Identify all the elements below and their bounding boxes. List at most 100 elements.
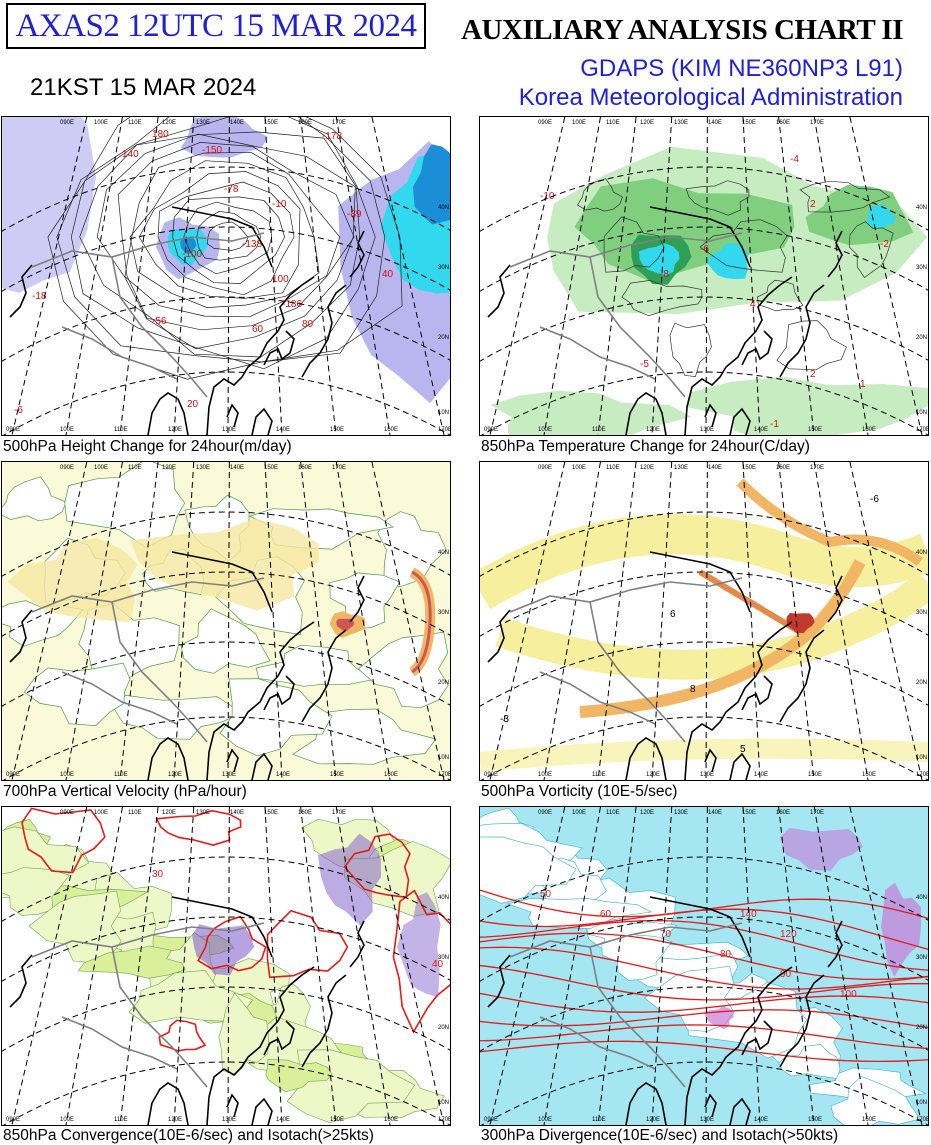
lon-line xyxy=(813,462,869,780)
lon-label-bottom: 150E xyxy=(330,1117,344,1123)
lon-label-bottom: 090E xyxy=(6,427,20,433)
coastline-path xyxy=(349,230,365,278)
lon-line xyxy=(371,117,445,435)
lon-label-bottom: 160E xyxy=(862,427,876,433)
coastline-path xyxy=(684,276,793,435)
height-contour xyxy=(157,181,295,296)
coastline-path xyxy=(251,407,273,435)
contour-labels: -18 -6 -56 -78 -138 -186 -150 -100 -178 -89 -10 20 4… xyxy=(14,129,394,416)
lon-line xyxy=(543,117,601,435)
map-p5: 30 40 40N 30N 20N 10N 090E 090E 100E 100E 110E 110E… xyxy=(2,807,450,1125)
contour-label: -10 xyxy=(272,199,287,210)
lon-label-bottom: 090E xyxy=(484,772,498,778)
lon-label-top: 110E xyxy=(606,465,620,471)
coastline-path xyxy=(779,284,825,378)
lon-label-top: 150E xyxy=(264,465,278,471)
lat-10n-line xyxy=(3,716,450,780)
coastline xyxy=(487,206,843,435)
lon-line xyxy=(849,117,923,435)
lon-line xyxy=(597,117,637,435)
contour-label: 2 xyxy=(810,199,816,210)
lon-label-bottom: 140E xyxy=(754,772,768,778)
lat-20n-line xyxy=(480,296,928,362)
coastline-path xyxy=(263,1020,295,1056)
lat-30n-line xyxy=(480,916,928,982)
temp-contour xyxy=(799,180,891,213)
lon-label-top: 170E xyxy=(332,810,346,816)
convergence-area xyxy=(830,1075,921,1125)
lon-line xyxy=(742,807,761,1125)
lon-label-top: 170E xyxy=(810,465,824,471)
lat-lon-grid: 40N 30N 20N 10N 090E 090E 100E 100E 110E 110E 120E… xyxy=(480,807,928,1125)
map-panel-300hpa-divergence: 50 60 70 80 90 100 120 140 40N 30N 20N 10N 090E 090E 1… xyxy=(479,806,929,1126)
contour-label: -1 xyxy=(770,419,779,430)
lat-30n-label: 30N xyxy=(438,610,449,616)
model-label: GDAPS (KIM NE360NP3 L91) xyxy=(580,55,903,82)
coastline-path xyxy=(625,737,667,780)
coastline-path xyxy=(301,629,347,723)
lat-lon-grid: 40N 30N 20N 10N 090E 090E 100E 100E 110E 110E 120E… xyxy=(480,117,928,435)
descent-area xyxy=(255,644,375,687)
coastline-path xyxy=(649,206,751,268)
lon-label-top: 170E xyxy=(332,120,346,126)
lon-label-bottom: 090E xyxy=(484,1117,498,1123)
lat-30n-label: 30N xyxy=(438,955,449,961)
lat-20n-label: 20N xyxy=(916,335,927,341)
contour-label: 180 xyxy=(152,129,169,140)
contour-label: 100 xyxy=(272,274,289,285)
descent-area xyxy=(23,662,131,726)
lon-label-bottom: 120E xyxy=(168,1117,182,1123)
caption-500hpa-vorticity: 500hPa Vorticity (10E-5/sec) xyxy=(481,783,678,800)
ascent-band-east-core xyxy=(411,570,432,674)
coastline-path xyxy=(147,392,189,435)
vorticity-max xyxy=(786,613,815,634)
coastline-path xyxy=(649,896,751,958)
lon-label-top: 130E xyxy=(674,810,688,816)
lon-label-bottom: 110E xyxy=(114,1117,128,1123)
border-path xyxy=(509,577,743,613)
coastline-path xyxy=(171,896,273,958)
lon-label-top: 140E xyxy=(708,810,722,816)
isotach-contour xyxy=(343,833,411,899)
contour-label: -6 xyxy=(14,405,23,416)
border-path xyxy=(111,601,208,743)
coastline-path xyxy=(487,264,511,318)
map-p2: -10 -8 -6 -4 -2 2 4 -5 -1 1 2 40N 30N 20N 10N 090E 090E 1… xyxy=(480,117,928,435)
neg-height-area-north xyxy=(180,117,268,158)
contour-label: 90 xyxy=(780,969,792,980)
lon-line xyxy=(813,117,869,435)
lat-lon-grid: 40N 30N 20N 10N 090E 090E 100E 100E 110E 110E 120E… xyxy=(2,462,450,780)
coastline-path xyxy=(226,1093,239,1118)
map-panel-850hpa-temperature-change: -10 -8 -6 -4 -2 2 4 -5 -1 1 2 40N 30N 20N 10N 090E 090E 1… xyxy=(479,116,929,436)
lat-10n-label: 10N xyxy=(916,410,927,416)
isotach-contour xyxy=(480,1009,928,1029)
lon-label-top: 140E xyxy=(708,120,722,126)
height-contour xyxy=(129,160,320,308)
coastline-path xyxy=(741,1020,773,1056)
height-contour xyxy=(47,117,403,380)
border-path xyxy=(31,577,265,613)
coastline-path xyxy=(704,403,717,428)
lon-line xyxy=(11,117,88,435)
lon-label-top: 110E xyxy=(128,810,142,816)
contour-label: -78 xyxy=(224,184,239,195)
border-path xyxy=(539,1016,656,1070)
lon-label-top: 090E xyxy=(538,120,552,126)
lat-10n-line xyxy=(481,1061,928,1125)
lon-label-bottom: 130E xyxy=(222,772,236,778)
coastline xyxy=(9,551,365,780)
lat-20n-label: 20N xyxy=(438,335,449,341)
temp-contour xyxy=(776,320,847,371)
lon-line xyxy=(778,462,815,780)
lat-10n-label: 10N xyxy=(916,755,927,761)
contour-labels: 50 60 70 80 90 100 120 140 xyxy=(540,889,857,1000)
isotach-contours xyxy=(21,807,450,1052)
lon-line xyxy=(300,807,337,1125)
lon-label-bottom: 100E xyxy=(538,1117,552,1123)
lon-label-bottom: 120E xyxy=(646,772,660,778)
lon-label-bottom: 100E xyxy=(60,427,74,433)
border-path xyxy=(539,671,656,725)
lat-40n-line xyxy=(2,856,450,922)
lat-20n-line xyxy=(2,296,450,362)
coastline-path xyxy=(226,748,239,773)
